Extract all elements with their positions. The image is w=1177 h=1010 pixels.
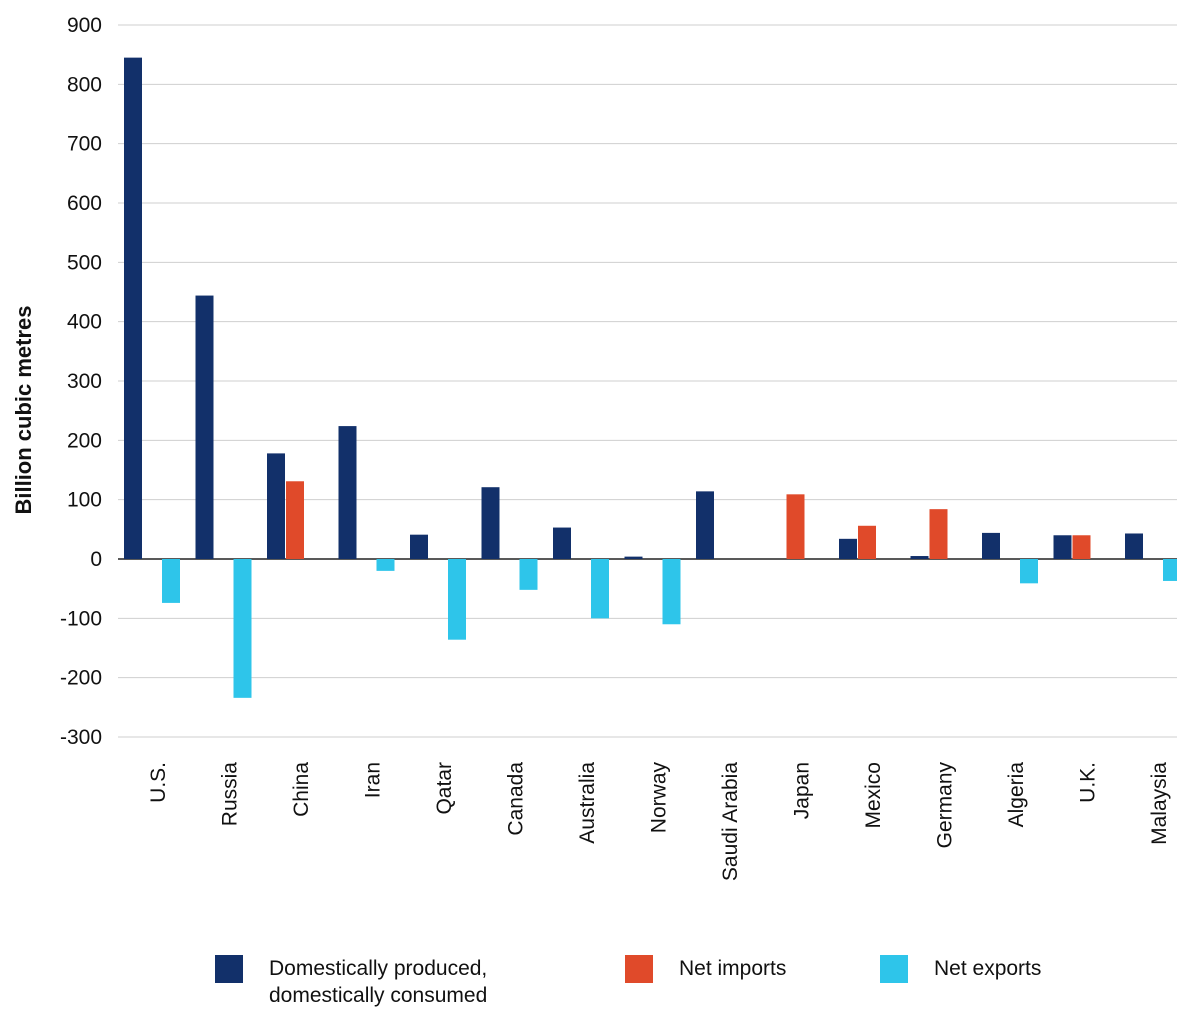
bar-domestic bbox=[982, 532, 1000, 559]
bars bbox=[124, 57, 1177, 698]
x-tick-label: Norway bbox=[648, 762, 671, 834]
x-tick-label: U.S. bbox=[147, 762, 170, 803]
bar-net-exports bbox=[233, 559, 252, 698]
bar-net-exports bbox=[519, 559, 538, 590]
y-tick-label: 300 bbox=[67, 370, 102, 393]
bar-domestic bbox=[195, 295, 214, 559]
y-tick-label: 0 bbox=[90, 548, 102, 571]
bar-domestic bbox=[267, 453, 285, 559]
legend-swatch-domestic bbox=[215, 955, 243, 983]
x-tick-label: Russia bbox=[219, 762, 242, 827]
bar-domestic bbox=[696, 491, 714, 559]
y-tick-label: 400 bbox=[67, 311, 102, 334]
bar-domestic bbox=[124, 57, 142, 560]
legend-item-domestic: Domestically produced, domestically cons… bbox=[215, 955, 487, 1009]
x-tick-label: Australia bbox=[576, 762, 599, 844]
gridlines bbox=[118, 24, 1177, 738]
bar-net-imports bbox=[858, 525, 876, 559]
y-axis-ticks: -300 -200 -100 0 100 200 300 400 500 600 700 800 900 bbox=[60, 14, 102, 749]
legend: Domestically produced, domestically cons… bbox=[0, 955, 1177, 1010]
bar-net-exports bbox=[376, 559, 395, 571]
legend-item-net-imports: Net imports bbox=[625, 955, 786, 983]
x-tick-label: Japan bbox=[791, 762, 814, 819]
y-axis-label: Billion cubic metres bbox=[11, 305, 36, 514]
y-tick-label: 600 bbox=[67, 192, 102, 215]
bar-net-imports bbox=[1072, 535, 1091, 559]
y-tick-label: 100 bbox=[67, 489, 102, 512]
legend-swatch-net-exports bbox=[880, 955, 908, 983]
bar-net-imports bbox=[929, 509, 948, 559]
y-tick-label: -100 bbox=[60, 607, 102, 630]
x-tick-label: Qatar bbox=[433, 762, 456, 815]
bar-net-exports bbox=[1020, 559, 1038, 584]
y-tick-label: 700 bbox=[67, 133, 102, 156]
x-tick-label: Germany bbox=[934, 762, 957, 849]
bar-domestic bbox=[1125, 533, 1143, 559]
x-tick-label: Saudi Arabia bbox=[719, 762, 742, 881]
bar-domestic bbox=[624, 556, 643, 559]
bar-net-exports bbox=[662, 559, 681, 625]
bar-domestic bbox=[910, 556, 929, 559]
legend-label-domestic: Domestically produced, domestically cons… bbox=[269, 957, 488, 1007]
bar-net-exports bbox=[1163, 559, 1177, 581]
legend-item-net-exports: Net exports bbox=[880, 955, 1041, 983]
legend-swatch-net-imports bbox=[625, 955, 653, 983]
bar-domestic bbox=[1053, 535, 1072, 559]
bar-domestic bbox=[481, 487, 500, 559]
bar-domestic bbox=[410, 534, 428, 559]
y-tick-label: -300 bbox=[60, 726, 102, 749]
x-axis-ticks: U.S. Russia China Iran Qatar Canada Australia N… bbox=[147, 762, 1171, 882]
x-tick-label: Iran bbox=[362, 762, 385, 798]
bar-domestic bbox=[553, 527, 571, 559]
y-tick-label: 500 bbox=[67, 251, 102, 274]
bar-domestic bbox=[338, 426, 357, 559]
y-tick-label: 900 bbox=[67, 14, 102, 37]
x-tick-label: Canada bbox=[505, 762, 528, 836]
x-tick-label: U.K. bbox=[1077, 762, 1100, 803]
y-tick-label: -200 bbox=[60, 667, 102, 690]
x-tick-label: Mexico bbox=[862, 762, 885, 829]
x-tick-label: Malaysia bbox=[1148, 762, 1171, 845]
bar-chart: -300 -200 -100 0 100 200 300 400 500 600 700 800 900… bbox=[11, 14, 1177, 882]
bar-net-imports bbox=[786, 494, 805, 559]
bar-net-imports bbox=[286, 481, 304, 559]
y-tick-label: 200 bbox=[67, 429, 102, 452]
x-tick-label: China bbox=[290, 762, 313, 817]
bar-net-exports bbox=[162, 559, 180, 603]
bar-net-exports bbox=[591, 559, 609, 619]
x-tick-label: Algeria bbox=[1005, 762, 1028, 828]
bar-domestic bbox=[839, 538, 857, 559]
legend-label-net-exports: Net exports bbox=[934, 957, 1042, 980]
y-tick-label: 800 bbox=[67, 73, 102, 96]
bar-net-exports bbox=[448, 559, 466, 640]
legend-label-net-imports: Net imports bbox=[679, 957, 787, 980]
